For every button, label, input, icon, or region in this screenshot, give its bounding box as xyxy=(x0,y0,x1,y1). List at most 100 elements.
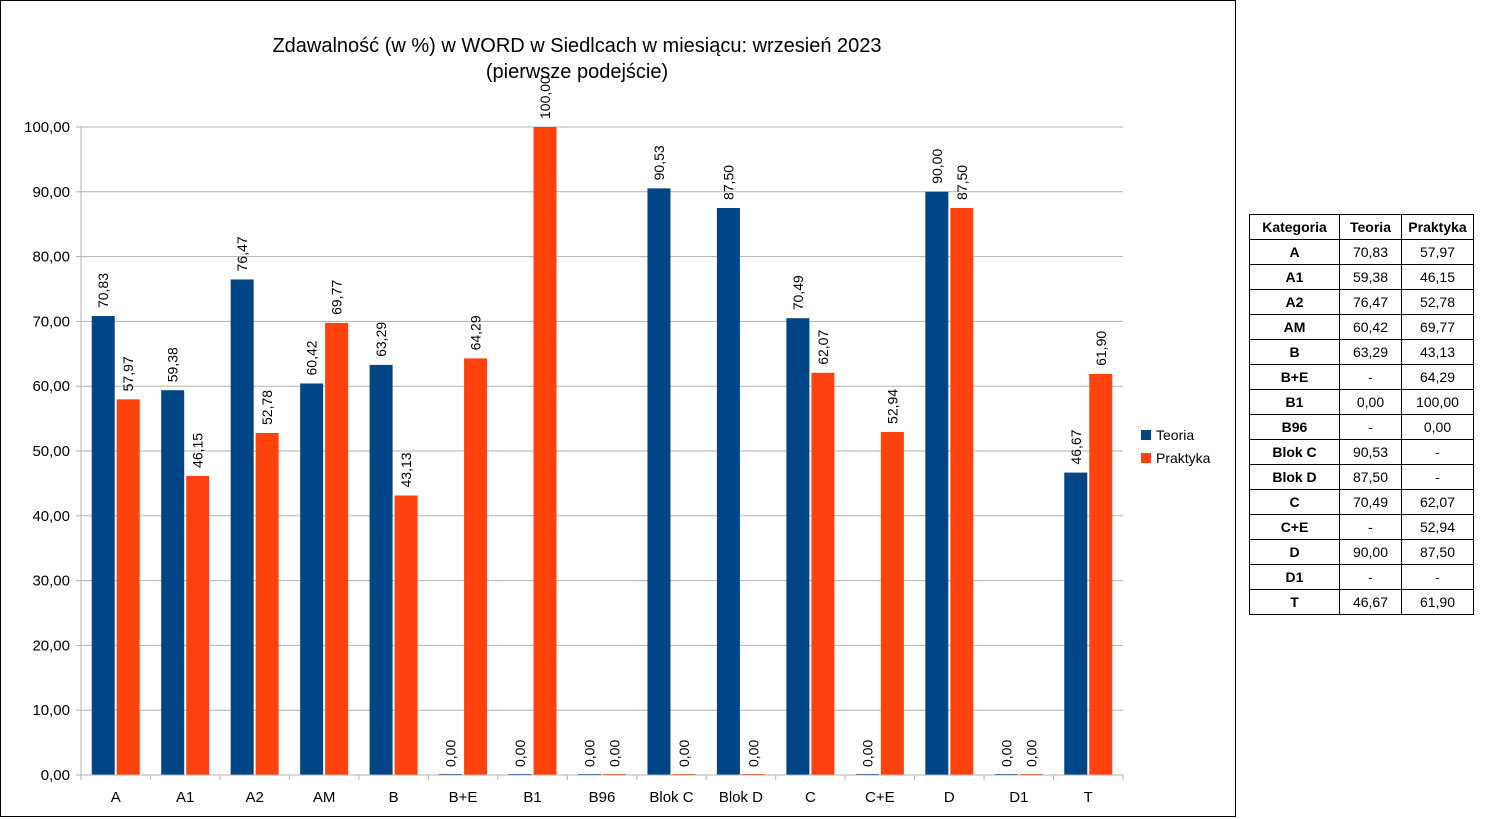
cell-kategoria: C+E xyxy=(1249,514,1340,540)
bar-teoria xyxy=(786,318,810,775)
data-label: 70,83 xyxy=(95,273,111,308)
cell-teoria: 63,29 xyxy=(1339,339,1402,365)
table-row: T 46,67 61,90 xyxy=(1249,589,1474,615)
x-tick-label: B+E xyxy=(449,789,478,806)
data-label: 46,67 xyxy=(1068,429,1084,464)
data-label: 90,00 xyxy=(929,149,945,184)
cell-praktyka: 100,00 xyxy=(1401,389,1474,415)
cell-praktyka: 64,29 xyxy=(1401,364,1474,390)
bar-praktyka xyxy=(950,208,974,775)
cell-teoria: 90,00 xyxy=(1339,539,1402,565)
cell-kategoria: B xyxy=(1249,339,1340,365)
table-row: C+E -52,94 xyxy=(1249,514,1474,540)
x-tick-label: C+E xyxy=(865,789,895,806)
bar-praktyka xyxy=(464,358,488,775)
cell-praktyka: 62,07 xyxy=(1401,489,1474,515)
cell-praktyka: 87,50 xyxy=(1401,539,1474,565)
bar-teoria xyxy=(230,279,254,775)
cell-praktyka: 69,77 xyxy=(1401,314,1474,340)
data-label: 64,29 xyxy=(468,315,484,350)
bar-teoria xyxy=(369,364,393,775)
cell-kategoria: B+E xyxy=(1249,364,1340,390)
table-row: A2 76,47 52,78 xyxy=(1249,289,1474,315)
data-table: Kategoria Teoria Praktyka A 70,83 57,97 A1 5… xyxy=(1249,214,1474,615)
bar-praktyka xyxy=(811,372,835,775)
data-label: 63,29 xyxy=(373,322,389,357)
bar-praktyka xyxy=(533,127,557,775)
data-label: 60,42 xyxy=(304,340,320,375)
table-row: Blok C 90,53- xyxy=(1249,439,1474,465)
cell-teoria: 70,83 xyxy=(1339,239,1402,265)
data-label: 0,00 xyxy=(512,740,528,767)
x-tick-label: Blok C xyxy=(649,789,693,806)
data-label: 0,00 xyxy=(582,740,598,767)
table-row: A 70,83 57,97 xyxy=(1249,239,1474,265)
cell-teoria: 87,50 xyxy=(1339,464,1402,490)
cell-kategoria: AM xyxy=(1249,314,1340,340)
bar-praktyka xyxy=(255,432,279,775)
chart-title: Zdawalność (w %) w WORD w Siedlcach w mi… xyxy=(272,35,881,57)
data-label: 100,00 xyxy=(537,76,553,119)
cell-teoria: 70,49 xyxy=(1339,489,1402,515)
data-label: 69,77 xyxy=(329,280,345,315)
table-row: AM 60,42 69,77 xyxy=(1249,314,1474,340)
y-tick-label: 40,00 xyxy=(32,508,70,525)
x-tick-label: A1 xyxy=(176,789,194,806)
cell-praktyka: 57,97 xyxy=(1401,239,1474,265)
data-label: 46,15 xyxy=(190,433,206,468)
x-tick-label: AM xyxy=(313,789,336,806)
bar-teoria xyxy=(647,188,671,775)
bar-praktyka xyxy=(880,431,904,775)
y-tick-label: 50,00 xyxy=(32,443,70,460)
cell-kategoria: D xyxy=(1249,539,1340,565)
cell-kategoria: B96 xyxy=(1249,414,1340,440)
table-row: Blok D 87,50- xyxy=(1249,464,1474,490)
header-teoria: Teoria xyxy=(1339,214,1402,240)
data-label: 0,00 xyxy=(676,740,692,767)
cell-praktyka: 52,78 xyxy=(1401,289,1474,315)
bar-teoria xyxy=(1064,472,1088,775)
bar-teoria xyxy=(300,383,324,775)
table-row: B1 0,00 100,00 xyxy=(1249,389,1474,415)
y-tick-label: 20,00 xyxy=(32,637,70,654)
bar-praktyka xyxy=(325,322,349,775)
cell-praktyka: 0,00 xyxy=(1401,414,1474,440)
cell-teoria: 0,00 xyxy=(1339,389,1402,415)
cell-kategoria: Blok C xyxy=(1249,439,1340,465)
legend-swatch-praktyka xyxy=(1141,453,1151,463)
table-row: D1- - xyxy=(1249,564,1474,590)
data-label: 61,90 xyxy=(1093,331,1109,366)
bar-praktyka xyxy=(186,475,210,775)
table-row: C 70,49 62,07 xyxy=(1249,489,1474,515)
cell-teoria: 46,67 xyxy=(1339,589,1402,615)
data-label: 0,00 xyxy=(1023,740,1039,767)
data-label: 52,94 xyxy=(884,389,900,424)
bar-teoria xyxy=(161,390,185,775)
cell-teoria: 59,38 xyxy=(1339,264,1402,290)
data-label: 59,38 xyxy=(165,347,181,382)
data-label: 0,00 xyxy=(745,740,761,767)
bar-praktyka xyxy=(394,495,418,775)
data-label: 0,00 xyxy=(998,740,1014,767)
data-label: 43,13 xyxy=(398,452,414,487)
x-tick-label: A xyxy=(111,789,121,806)
bar-praktyka xyxy=(116,399,140,775)
data-label: 0,00 xyxy=(859,740,875,767)
chart-frame: Zdawalność (w %) w WORD w Siedlcach w mi… xyxy=(0,0,1236,817)
cell-praktyka: - xyxy=(1401,464,1474,490)
legend-label: Teoria xyxy=(1156,427,1194,443)
cell-teoria: 60,42 xyxy=(1339,314,1402,340)
data-label: 90,53 xyxy=(651,145,667,180)
cell-kategoria: A1 xyxy=(1249,264,1340,290)
cell-teoria: 90,53 xyxy=(1339,439,1402,465)
x-tick-label: Blok D xyxy=(719,789,763,806)
x-tick-label: D xyxy=(944,789,955,806)
bar-teoria xyxy=(91,316,115,775)
y-tick-label: 70,00 xyxy=(32,313,70,330)
cell-praktyka: 43,13 xyxy=(1401,339,1474,365)
x-tick-label: T xyxy=(1084,789,1093,806)
bar-praktyka xyxy=(1089,373,1113,775)
header-praktyka: Praktyka xyxy=(1401,214,1474,240)
cell-kategoria: B1 xyxy=(1249,389,1340,415)
cell-praktyka: - xyxy=(1401,439,1474,465)
